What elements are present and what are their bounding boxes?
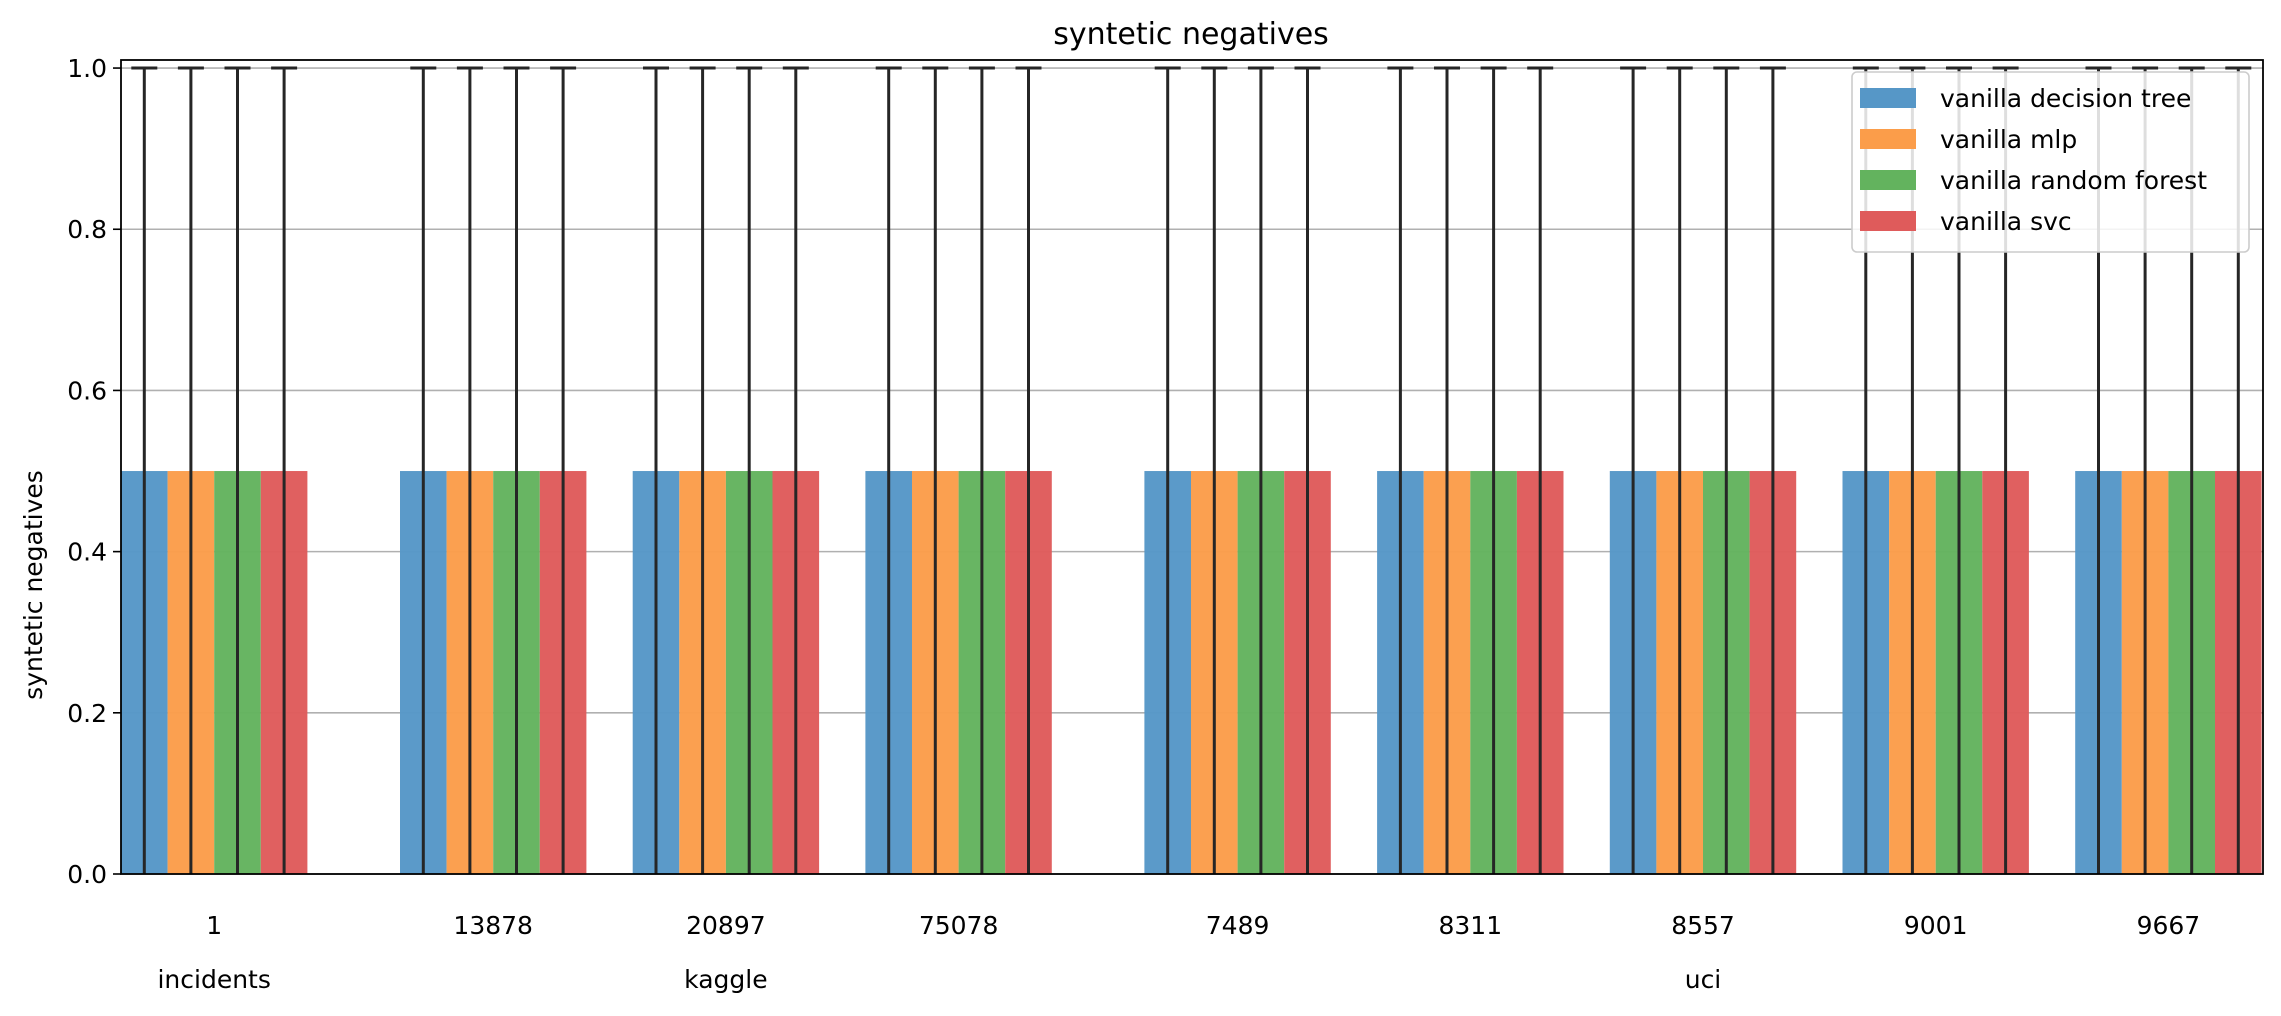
legend-label: vanilla decision tree [1940, 84, 2191, 113]
y-tick-label: 0.4 [67, 538, 107, 567]
bars [121, 471, 2262, 874]
y-tick-label: 0.0 [67, 860, 107, 889]
legend-swatch [1860, 211, 1916, 231]
x-tick-label: 20897 [686, 911, 766, 940]
plot-frame [120, 59, 2264, 875]
y-tick-label: 1.0 [67, 54, 107, 83]
x-tick-labels: 1 13878 20897 75078 7489 8311 8557 9001 9667 [206, 911, 2200, 940]
group-labels: incidents kaggle uci [157, 965, 1721, 994]
group-label: kaggle [684, 965, 767, 994]
legend-swatch [1860, 129, 1916, 149]
x-tick-label: 13878 [453, 911, 533, 940]
x-tick-label: 1 [206, 911, 222, 940]
x-tick-label: 9001 [1904, 911, 1968, 940]
group-label: uci [1685, 965, 1722, 994]
group-label: incidents [157, 965, 270, 994]
legend-label: vanilla svc [1940, 207, 2072, 236]
x-tick-label: 7489 [1206, 911, 1270, 940]
legend-label: vanilla random forest [1940, 166, 2207, 195]
error-bars [131, 66, 2252, 874]
y-tick-labels: 0.0 0.2 0.4 0.6 0.8 1.0 [67, 54, 121, 889]
legend: vanilla decision tree vanilla mlp vanilla … [1851, 71, 2250, 253]
x-tick-label: 9667 [2137, 911, 2201, 940]
y-tick-label: 0.2 [67, 699, 107, 728]
x-tick-label: 8557 [1671, 911, 1735, 940]
x-tick-label: 8311 [1438, 911, 1502, 940]
legend-swatch [1860, 88, 1916, 108]
legend-box [1851, 71, 2250, 253]
y-axis-label: syntetic negatives [19, 470, 48, 700]
x-tick-label: 75078 [919, 911, 999, 940]
y-tick-label: 0.8 [67, 215, 107, 244]
axes [120, 59, 2264, 875]
chart-title: syntetic negatives [1053, 17, 1329, 52]
y-tick-label: 0.6 [67, 376, 107, 405]
legend-label: vanilla mlp [1940, 125, 2077, 154]
legend-swatch [1860, 170, 1916, 190]
